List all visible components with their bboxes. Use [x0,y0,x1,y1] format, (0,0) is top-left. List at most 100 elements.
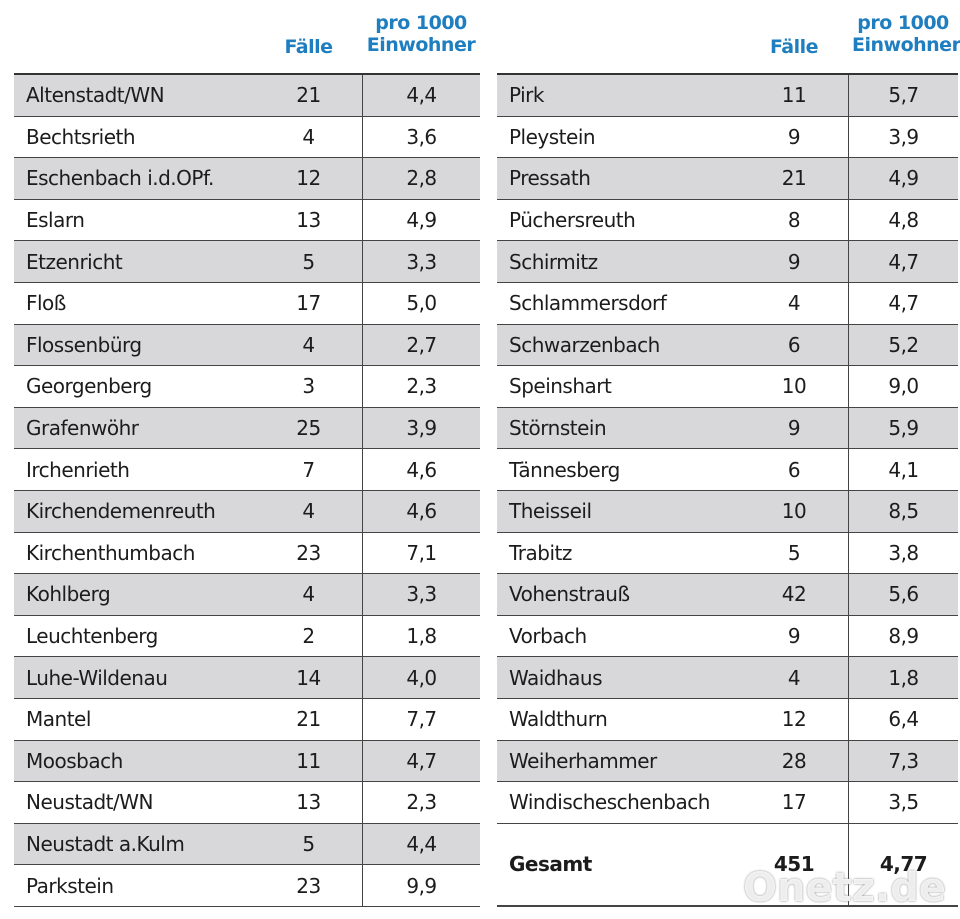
row-name: Kirchenthumbach [14,532,255,575]
row-cases: 4 [255,491,362,533]
row-name: Mantel [14,699,255,741]
row-name: Georgenberg [14,366,255,408]
row-cases: 4 [740,657,848,699]
row-rate: 4,4 [362,75,480,117]
row-cases: 8 [740,199,848,242]
row-cases: 4 [255,574,362,616]
row-cases: 10 [740,491,848,533]
row-cases: 5 [255,241,362,283]
row-name: Püchersreuth [497,199,740,242]
top-border [14,73,480,75]
row-cases: 2 [255,615,362,658]
row-name: Speinshart [497,366,740,408]
row-name: Eschenbach i.d.OPf. [14,158,255,200]
row-cases: 4 [255,324,362,367]
row-cases: 12 [740,699,848,741]
row-name: Luhe-Wildenau [14,657,255,699]
row-name: Schirmitz [497,241,740,283]
row-cases: 17 [740,782,848,824]
row-cases: 9 [740,241,848,283]
row-name: Moosbach [14,740,255,783]
row-cases: 11 [255,740,362,783]
row-rate: 5,6 [848,574,958,616]
total-name: Gesamt [497,824,740,907]
row-cases: 7 [255,449,362,491]
row-name: Etzenricht [14,241,255,283]
row-rate: 3,9 [362,407,480,450]
row-rate: 5,7 [848,75,958,117]
row-name: Grafenwöhr [14,407,255,450]
row-name: Theisseil [497,491,740,533]
row-rate: 2,7 [362,324,480,367]
row-rate: 7,1 [362,532,480,575]
row-cases: 9 [740,615,848,658]
header-rate: pro 1000 Einwohner [366,12,476,56]
row-rate: 4,6 [362,449,480,491]
row-cases: 5 [740,532,848,575]
row-rate: 3,9 [848,116,958,159]
row-name: Schwarzenbach [497,324,740,367]
row-name: Altenstadt/WN [14,75,255,117]
row-name: Pleystein [497,116,740,159]
row-rate: 8,9 [848,615,958,658]
row-name: Pressath [497,158,740,200]
row-cases: 6 [740,449,848,491]
row-rate: 3,3 [362,241,480,283]
row-cases: 21 [255,75,362,117]
row-rate: 4,9 [848,158,958,200]
row-name: Floß [14,283,255,325]
row-cases: 17 [255,283,362,325]
row-rate: 8,5 [848,491,958,533]
row-rate: 4,7 [848,241,958,283]
row-cases: 13 [255,782,362,824]
row-rate: 3,3 [362,574,480,616]
row-name: Neustadt/WN [14,782,255,824]
row-rate: 1,8 [848,657,958,699]
header-cases: Fälle [284,36,333,58]
row-name: Tännesberg [497,449,740,491]
row-rate: 2,3 [362,366,480,408]
row-cases: 11 [740,75,848,117]
row-name: Pirk [497,75,740,117]
row-cases: 12 [255,158,362,200]
row-name: Kohlberg [14,574,255,616]
row-name: Neustadt a.Kulm [14,823,255,866]
row-rate: 4,7 [362,740,480,783]
row-name: Vorbach [497,615,740,658]
row-rate: 6,4 [848,699,958,741]
row-cases: 13 [255,199,362,242]
row-rate: 2,8 [362,158,480,200]
row-rate: 7,7 [362,699,480,741]
row-rate: 5,9 [848,407,958,450]
row-name: Störnstein [497,407,740,450]
header-rate: pro 1000 Einwohner [852,12,960,56]
row-name: Flossenbürg [14,324,255,367]
total-rate: 4,77 [848,823,958,907]
row-name: Windischeschenbach [497,782,740,824]
row-rate: 5,0 [362,283,480,325]
row-name: Waidhaus [497,657,740,699]
row-cases: 28 [740,740,848,783]
row-cases: 6 [740,324,848,367]
row-name: Leuchtenberg [14,615,255,658]
row-rate: 4,9 [362,199,480,242]
row-rate: 5,2 [848,324,958,367]
watermark: Onetz.de [743,865,946,911]
row-cases: 23 [255,532,362,575]
header-cases: Fälle [769,36,819,58]
row-rate: 2,3 [362,782,480,824]
row-rate: 3,5 [848,782,958,824]
row-rate: 3,6 [362,116,480,159]
row-name: Weiherhammer [497,740,740,783]
row-name: Eslarn [14,199,255,242]
row-rate: 9,0 [848,366,958,408]
row-rate: 4,1 [848,449,958,491]
row-name: Vohenstrauß [497,574,740,616]
row-rate: 1,8 [362,615,480,658]
row-cases: 10 [740,366,848,408]
row-cases: 21 [255,699,362,741]
row-rate: 9,9 [362,865,480,907]
top-border [497,73,958,75]
row-name: Parkstein [14,865,255,907]
row-rate: 7,3 [848,740,958,783]
